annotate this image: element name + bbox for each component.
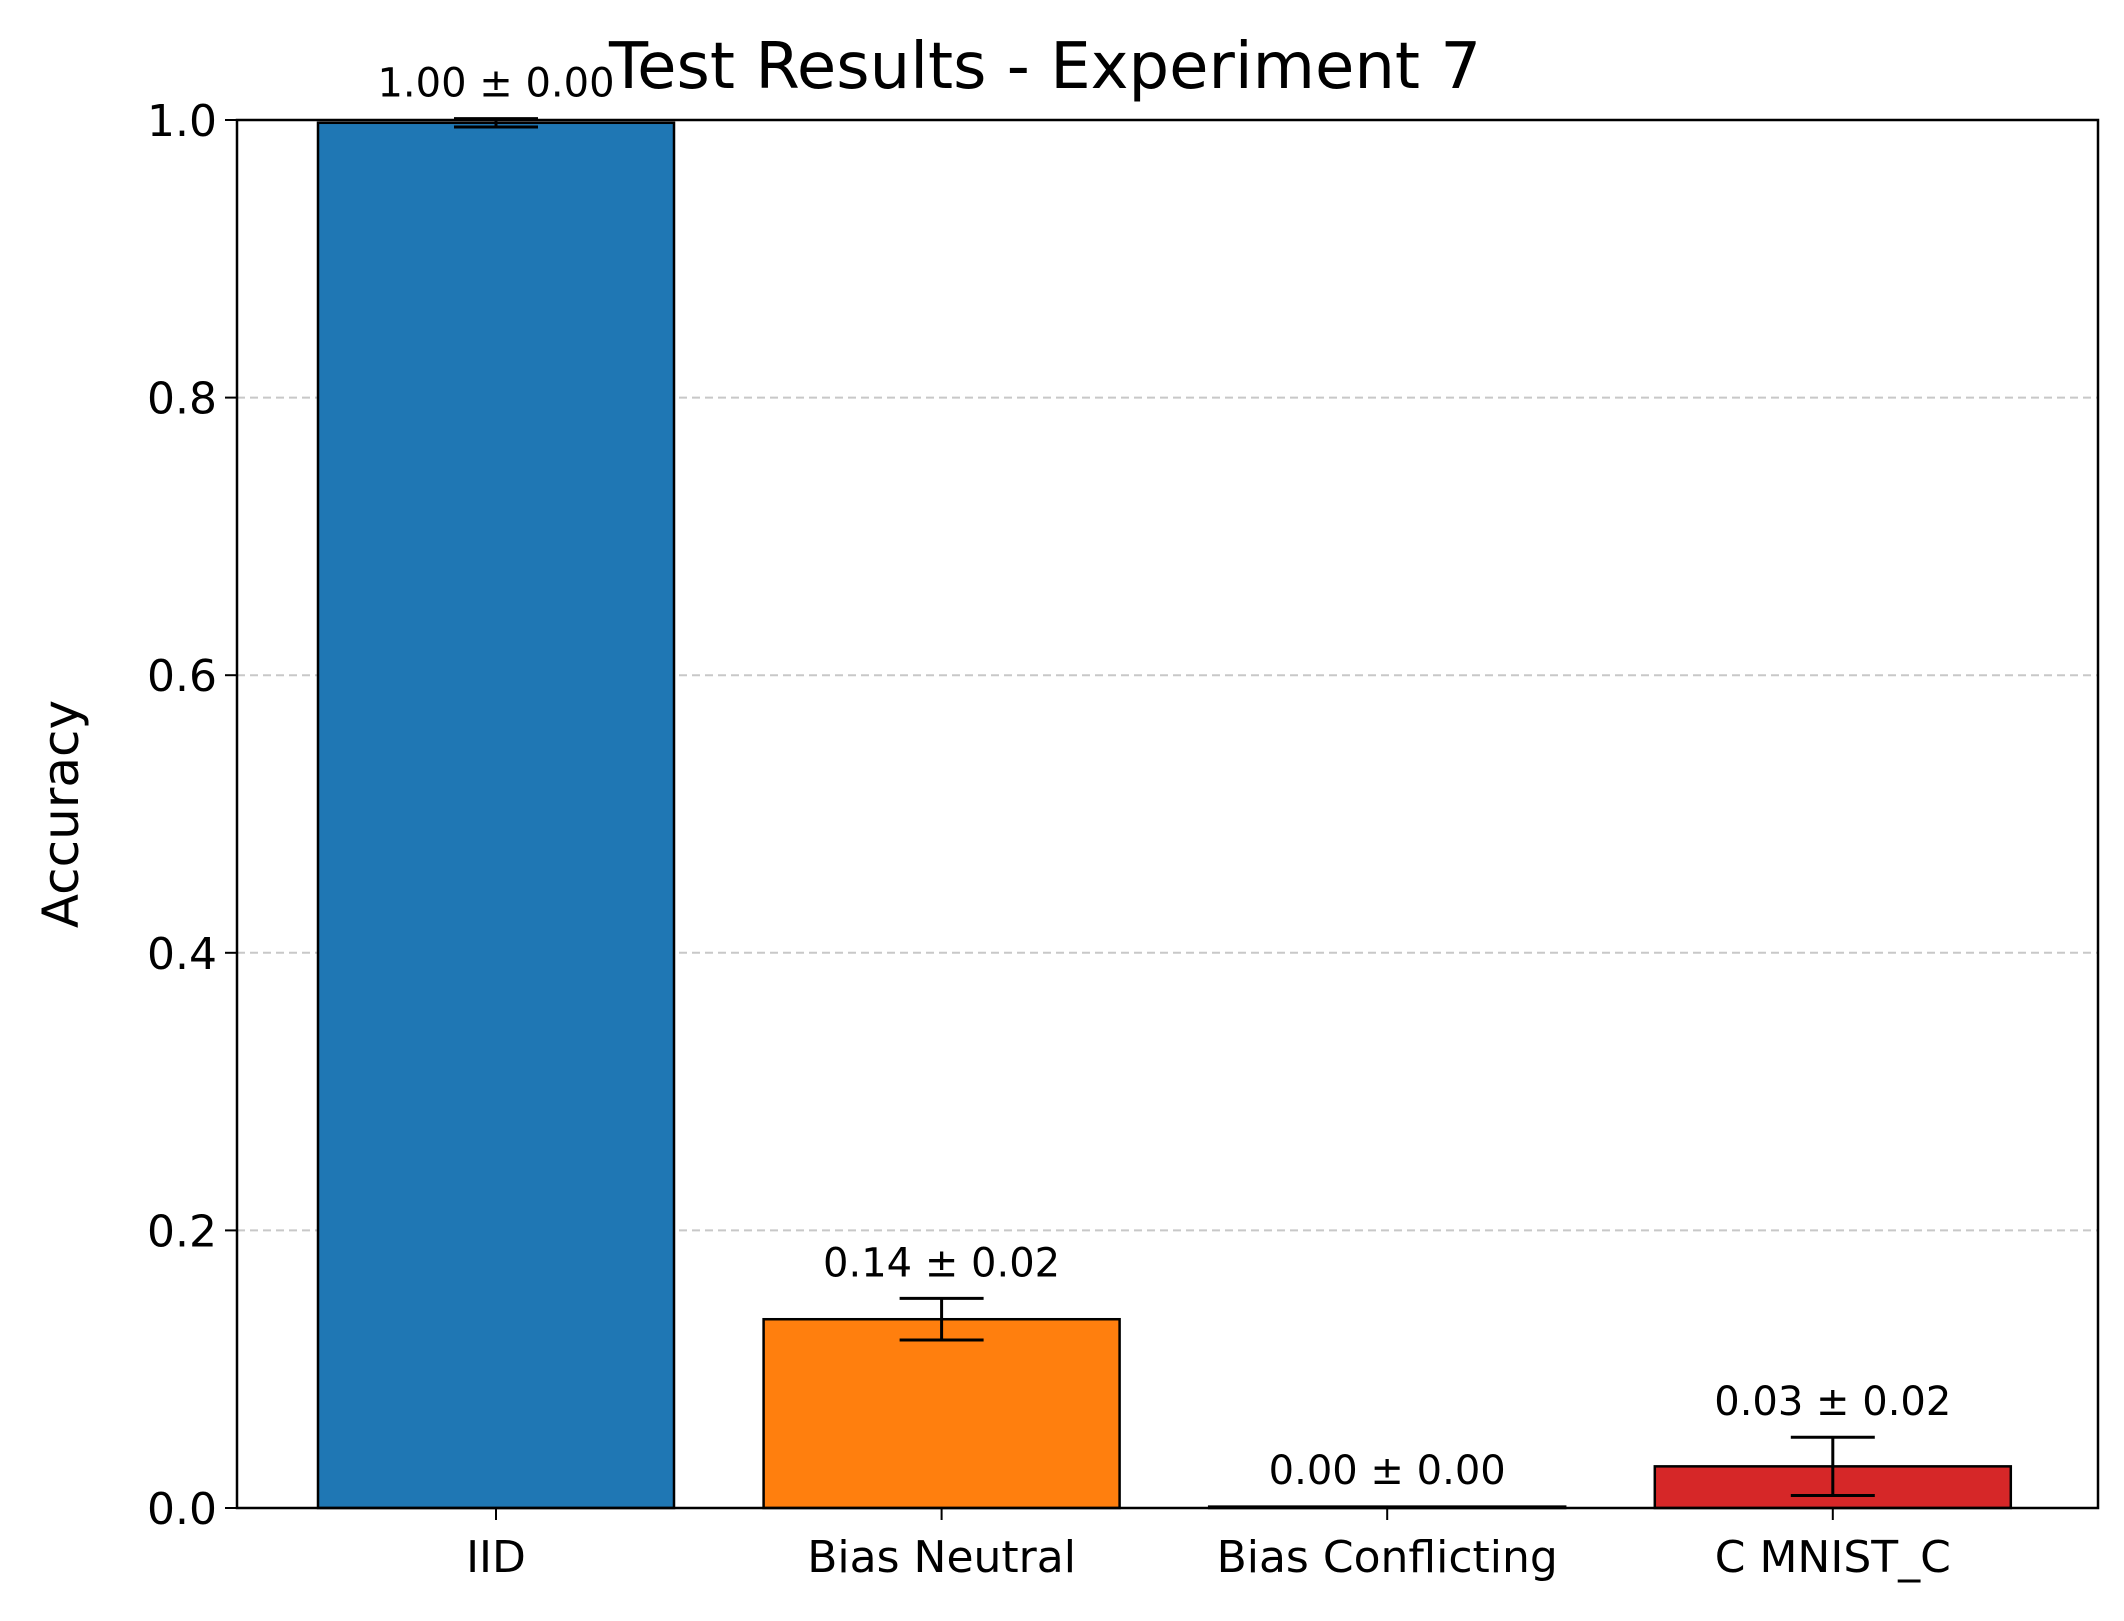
y-tick-label: 0.2: [147, 1206, 217, 1257]
plot-frame: [235, 118, 2100, 1510]
y-axis-ticks: 0.0 0.2 0.4 0.6 0.8 1.0: [147, 96, 237, 1535]
bar: [762, 1317, 1121, 1510]
x-tick-label: Bias Conflicting: [1217, 1532, 1558, 1583]
y-tick-label: 0.8: [147, 374, 217, 425]
x-tick-label: IID: [466, 1532, 526, 1583]
bars: [316, 121, 2013, 1510]
error-bars: [454, 117, 1875, 1498]
y-tick-label: 0.0: [147, 1484, 217, 1535]
y-tick-label: 0.6: [147, 651, 217, 702]
chart-title: Test Results - Experiment 7: [608, 30, 1481, 104]
x-tick-label: C MNIST_C: [1715, 1532, 1951, 1583]
x-axis-ticks: IID Bias Neutral Bias Conflicting C MNIST_C: [466, 1508, 1951, 1583]
data-label: 0.00 ± 0.00: [1269, 1448, 1506, 1494]
y-axis-label: Accuracy: [32, 700, 90, 928]
data-label: 0.03 ± 0.02: [1714, 1379, 1951, 1425]
grid-lines: [237, 396, 2098, 1232]
data-label: 0.14 ± 0.02: [823, 1240, 1060, 1286]
x-tick-label: Bias Neutral: [807, 1532, 1076, 1583]
data-label: 1.00 ± 0.00: [377, 61, 614, 107]
y-tick-label: 0.4: [147, 929, 217, 980]
bar: [316, 121, 676, 1510]
data-labels: 1.00 ± 0.00 0.14 ± 0.02 0.00 ± 0.00 0.03 ± …: [377, 61, 1951, 1494]
y-tick-label: 1.0: [147, 96, 217, 147]
